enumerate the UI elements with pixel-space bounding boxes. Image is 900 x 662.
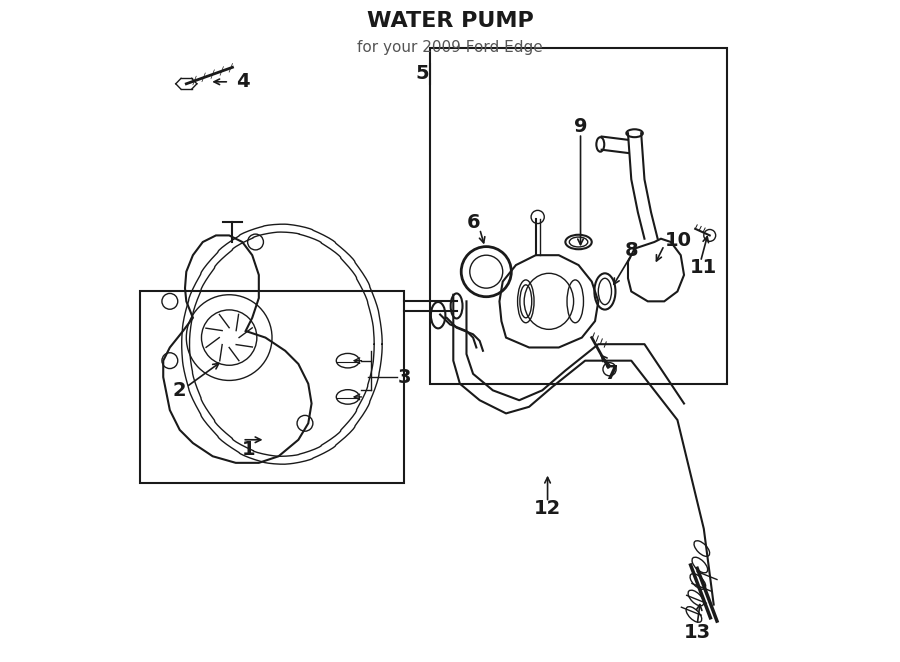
Text: 13: 13: [684, 624, 711, 642]
Text: 5: 5: [416, 64, 429, 83]
Text: 3: 3: [397, 367, 410, 387]
Text: 1: 1: [242, 440, 256, 459]
Text: 2: 2: [173, 381, 186, 400]
Text: for your 2009 Ford Edge: for your 2009 Ford Edge: [357, 40, 543, 55]
Text: 7: 7: [605, 364, 618, 383]
Text: 9: 9: [574, 117, 588, 136]
Text: 6: 6: [466, 213, 480, 232]
Text: 11: 11: [690, 258, 717, 277]
Text: 12: 12: [534, 500, 562, 518]
Text: 4: 4: [236, 72, 249, 91]
Text: 8: 8: [625, 241, 638, 260]
Text: 10: 10: [665, 231, 692, 250]
Text: WATER PUMP: WATER PUMP: [366, 11, 534, 31]
